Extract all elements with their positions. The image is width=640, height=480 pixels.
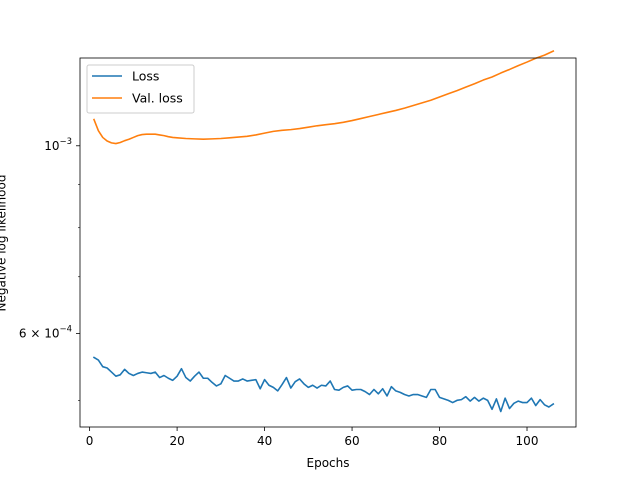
y-tick-label: 10−3 (44, 137, 72, 153)
y-tick-label: 6 × 10−4 (19, 324, 72, 340)
x-tick-label: 80 (432, 434, 447, 448)
y-axis-title: Negative log likelihood (0, 175, 9, 312)
x-tick-label: 20 (169, 434, 184, 448)
series-line-val-loss (92, 50, 555, 145)
series-layer (92, 50, 555, 413)
x-tick-label: 40 (257, 434, 272, 448)
x-tick-label: 60 (344, 434, 359, 448)
legend-label-loss: Loss (132, 69, 159, 84)
x-tick-label: 100 (516, 434, 539, 448)
series-line-loss (92, 356, 555, 413)
x-axis-title: Epochs (307, 456, 350, 470)
plot-frame (79, 57, 577, 428)
x-axis-ticks: 0 20 40 60 80 100 (86, 427, 539, 448)
legend-label-val-loss: Val. loss (132, 91, 183, 106)
x-tick-label: 0 (86, 434, 94, 448)
legend-box (86, 64, 195, 114)
y-axis-ticks: 10−3 6 × 10−4 (19, 137, 80, 401)
legend: Loss Val. loss (86, 64, 195, 114)
